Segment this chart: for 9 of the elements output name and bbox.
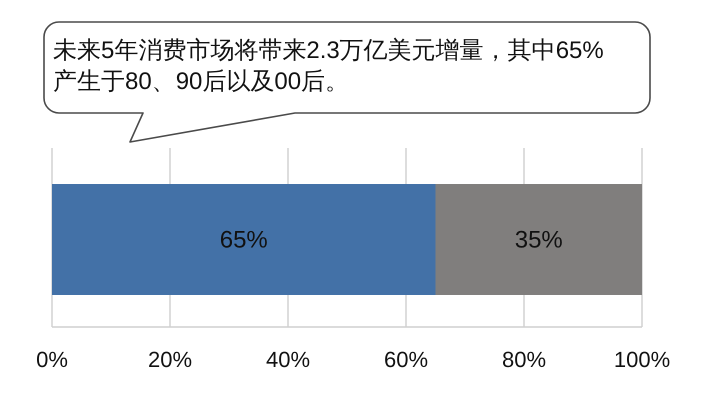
- x-tick-label: 0%: [36, 347, 68, 372]
- x-tick-label: 80%: [502, 347, 546, 372]
- data-label: 65%: [220, 226, 268, 254]
- chart-title: 未来5年消费市场将带来2.3万亿美元增量，其中65%产生于80、90后以及00后。: [53, 36, 605, 97]
- x-tick-label: 60%: [384, 347, 428, 372]
- data-label: 35%: [514, 226, 563, 254]
- x-tick-label: 100%: [614, 347, 670, 372]
- x-tick-label: 40%: [266, 347, 310, 372]
- x-tick-label: 20%: [148, 347, 192, 372]
